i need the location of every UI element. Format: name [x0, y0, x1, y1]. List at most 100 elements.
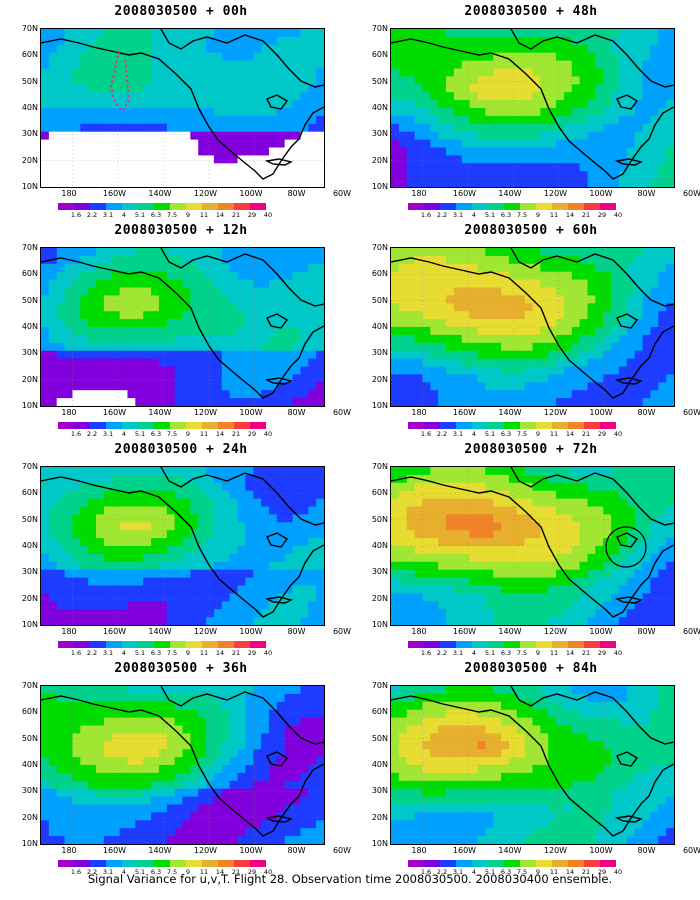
longitude-label: 180 [61, 627, 77, 636]
latitude-label: 50N [21, 76, 38, 86]
longitude-label: 60W [682, 846, 700, 855]
longitude-label: 160W [452, 189, 477, 198]
variance-map [40, 247, 325, 407]
latitude-label: 20N [371, 374, 388, 384]
longitude-label: 100W [589, 846, 613, 855]
longitude-label: 80W [637, 408, 656, 417]
latitude-label: 30N [21, 567, 38, 577]
panel-title: 2008030500 + 48h [464, 4, 598, 19]
longitude-label: 100W [239, 846, 263, 855]
longitude-label: 180 [411, 408, 427, 417]
colorbar [408, 422, 616, 429]
latitude-label: 70N [371, 462, 388, 471]
longitude-label: 180 [411, 846, 427, 855]
latitude-label: 60N [371, 269, 388, 279]
latitude-label: 10N [371, 400, 388, 410]
longitude-label: 180 [411, 189, 427, 198]
latitude-label: 60N [21, 269, 38, 279]
variance-map [40, 466, 325, 626]
longitude-label: 120W [543, 627, 568, 636]
longitude-label: 140W [498, 189, 522, 198]
longitude-label: 140W [498, 846, 522, 855]
longitude-label: 140W [498, 627, 522, 636]
panel-title: 2008030500 + 36h [114, 661, 248, 676]
latitude-label: 40N [21, 759, 38, 769]
longitude-label: 140W [148, 189, 172, 198]
longitude-label: 180 [411, 627, 427, 636]
latitude-label: 20N [371, 593, 388, 603]
longitude-label: 160W [102, 846, 127, 855]
latitude-label: 10N [371, 181, 388, 191]
colorbar [58, 422, 266, 429]
latitude-label: 60N [21, 707, 38, 717]
longitude-label: 80W [287, 189, 306, 198]
latitude-label: 50N [371, 514, 388, 524]
longitude-label: 60W [332, 627, 352, 636]
latitude-label: 70N [371, 681, 388, 690]
latitude-label: 20N [21, 374, 38, 384]
longitude-label: 180 [61, 408, 77, 417]
longitude-label: 60W [682, 408, 700, 417]
latitude-label: 40N [21, 102, 38, 112]
latitude-label: 50N [21, 295, 38, 305]
longitude-label: 100W [239, 189, 263, 198]
map-panel: 2008030500 + 48h 70N 60N 50N 40N 30N 20N 10N 180… [360, 4, 700, 222]
longitude-label: 160W [452, 627, 477, 636]
latitude-label: 40N [371, 102, 388, 112]
latitude-label: 10N [371, 838, 388, 848]
latitude-label: 70N [21, 681, 38, 690]
latitude-label: 30N [371, 567, 388, 577]
latitude-label: 40N [371, 759, 388, 769]
longitude-label: 120W [543, 408, 568, 417]
variance-map [40, 685, 325, 845]
map-panel: 2008030500 + 24h 70N 60N 50N 40N 30N 20N 10N 180… [10, 442, 351, 660]
longitude-label: 140W [148, 408, 172, 417]
latitude-label: 50N [371, 295, 388, 305]
latitude-label: 40N [371, 540, 388, 550]
longitude-label: 80W [637, 627, 656, 636]
latitude-label: 20N [371, 812, 388, 822]
longitude-label: 60W [332, 189, 352, 198]
map-panel: 2008030500 + 36h 70N 60N 50N 40N 30N 20N 10N 180… [10, 661, 351, 879]
colorbar [58, 860, 266, 867]
map-panel: 2008030500 + 84h 70N 60N 50N 40N 30N 20N 10N 180… [360, 661, 700, 879]
longitude-label: 120W [193, 189, 218, 198]
latitude-label: 70N [371, 24, 388, 33]
panel-title: 2008030500 + 72h [464, 442, 598, 457]
latitude-label: 30N [21, 786, 38, 796]
longitude-label: 120W [543, 189, 568, 198]
latitude-label: 30N [21, 129, 38, 139]
panel-title: 2008030500 + 24h [114, 442, 248, 457]
latitude-label: 20N [21, 812, 38, 822]
longitude-label: 180 [61, 189, 77, 198]
panel-title: 2008030500 + 84h [464, 661, 598, 676]
latitude-label: 30N [21, 348, 38, 358]
latitude-label: 10N [21, 181, 38, 191]
latitude-label: 60N [371, 707, 388, 717]
latitude-label: 40N [21, 540, 38, 550]
panel-title: 2008030500 + 12h [114, 223, 248, 238]
variance-map [390, 685, 675, 845]
longitude-label: 140W [498, 408, 522, 417]
latitude-label: 30N [371, 129, 388, 139]
latitude-label: 60N [21, 50, 38, 60]
latitude-label: 70N [21, 462, 38, 471]
longitude-label: 180 [61, 846, 77, 855]
longitude-label: 80W [287, 408, 306, 417]
latitude-label: 70N [371, 243, 388, 252]
longitude-label: 80W [287, 627, 306, 636]
longitude-label: 80W [637, 189, 656, 198]
latitude-label: 60N [371, 488, 388, 498]
colorbar [58, 641, 266, 648]
latitude-label: 30N [371, 348, 388, 358]
longitude-label: 160W [452, 408, 477, 417]
variance-map [390, 28, 675, 188]
latitude-label: 30N [371, 786, 388, 796]
latitude-label: 60N [371, 50, 388, 60]
latitude-label: 20N [371, 155, 388, 165]
latitude-label: 20N [21, 593, 38, 603]
latitude-label: 20N [21, 155, 38, 165]
latitude-label: 50N [371, 76, 388, 86]
longitude-label: 140W [148, 846, 172, 855]
variance-map [390, 247, 675, 407]
